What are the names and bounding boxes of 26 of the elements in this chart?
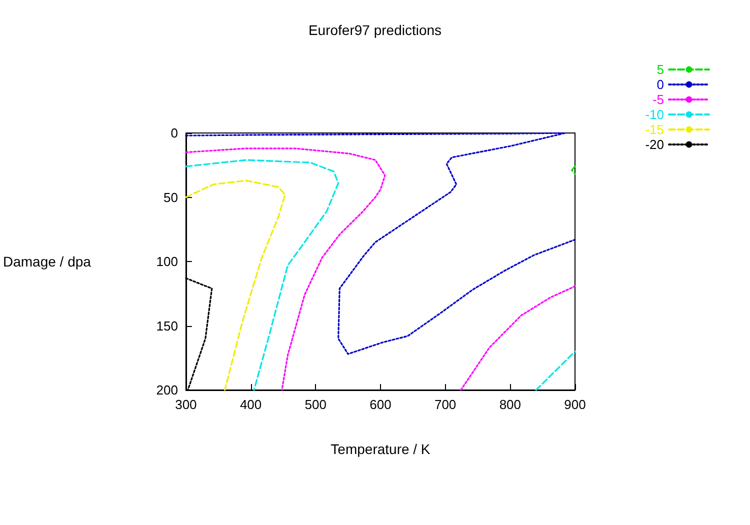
x-axis-title: Temperature / K (330, 441, 431, 457)
chart-title: Eurofer97 predictions (308, 22, 442, 38)
x-tick-label: 600 (370, 397, 392, 412)
line-series (185, 159, 340, 391)
x-tick-label: 300 (175, 397, 197, 412)
x-tick-label: 800 (499, 397, 522, 412)
x-tick-label: 900 (564, 397, 586, 412)
x-tick-label: 400 (240, 397, 262, 412)
y-tick-label: 100 (156, 254, 178, 269)
legend-label: -10 (645, 107, 664, 122)
y-tick-label: 50 (163, 190, 178, 205)
y-tick-label: 0 (170, 126, 178, 140)
line-series (185, 180, 286, 391)
legend-label: -20 (645, 137, 664, 152)
legend-label: 0 (656, 77, 664, 92)
y-axis-title: Damage / dpa (2, 254, 92, 270)
y-tick-label: 200 (156, 382, 178, 398)
line-series (185, 132, 576, 355)
x-tick-label: 500 (304, 397, 326, 412)
line-series (185, 148, 386, 391)
legend-label: 5 (656, 62, 664, 77)
y-tick-label: 150 (156, 318, 178, 334)
legend-label: -5 (652, 92, 664, 107)
x-tick-label: 700 (434, 397, 456, 412)
line-series (460, 285, 576, 391)
legend-label: -15 (645, 122, 664, 137)
